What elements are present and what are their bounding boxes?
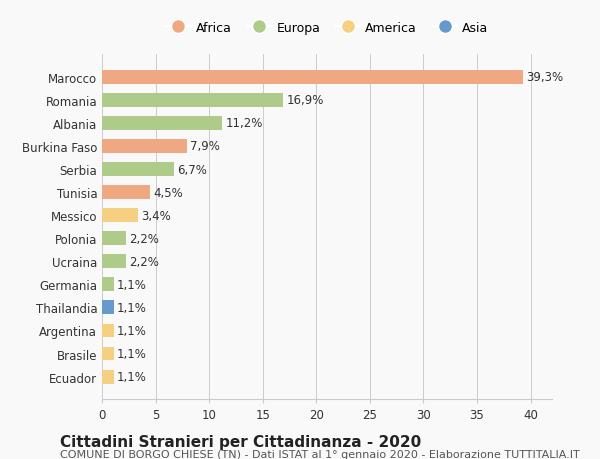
Text: 7,9%: 7,9% xyxy=(190,140,220,153)
Bar xyxy=(102,255,125,269)
Text: 1,1%: 1,1% xyxy=(117,347,147,360)
Legend: Africa, Europa, America, Asia: Africa, Europa, America, Asia xyxy=(161,17,493,39)
Bar xyxy=(102,71,523,84)
Bar xyxy=(102,209,139,223)
Text: 1,1%: 1,1% xyxy=(117,324,147,337)
Bar xyxy=(102,370,114,384)
Text: 2,2%: 2,2% xyxy=(129,255,158,268)
Bar xyxy=(102,301,114,315)
Text: COMUNE DI BORGO CHIESE (TN) - Dati ISTAT al 1° gennaio 2020 - Elaborazione TUTTI: COMUNE DI BORGO CHIESE (TN) - Dati ISTAT… xyxy=(60,449,580,459)
Bar xyxy=(102,347,114,361)
Text: 1,1%: 1,1% xyxy=(117,301,147,314)
Text: 1,1%: 1,1% xyxy=(117,370,147,383)
Bar xyxy=(102,186,150,200)
Text: 3,4%: 3,4% xyxy=(142,209,172,222)
Text: 16,9%: 16,9% xyxy=(286,94,323,107)
Text: 2,2%: 2,2% xyxy=(129,232,158,245)
Text: 11,2%: 11,2% xyxy=(225,117,263,130)
Text: 39,3%: 39,3% xyxy=(526,71,563,84)
Bar xyxy=(102,232,125,246)
Bar xyxy=(102,163,174,177)
Bar xyxy=(102,117,222,130)
Bar xyxy=(102,324,114,338)
Text: Cittadini Stranieri per Cittadinanza - 2020: Cittadini Stranieri per Cittadinanza - 2… xyxy=(60,434,421,449)
Text: 1,1%: 1,1% xyxy=(117,278,147,291)
Bar xyxy=(102,94,283,107)
Bar xyxy=(102,278,114,291)
Text: 6,7%: 6,7% xyxy=(177,163,207,176)
Text: 4,5%: 4,5% xyxy=(154,186,183,199)
Bar xyxy=(102,140,187,154)
